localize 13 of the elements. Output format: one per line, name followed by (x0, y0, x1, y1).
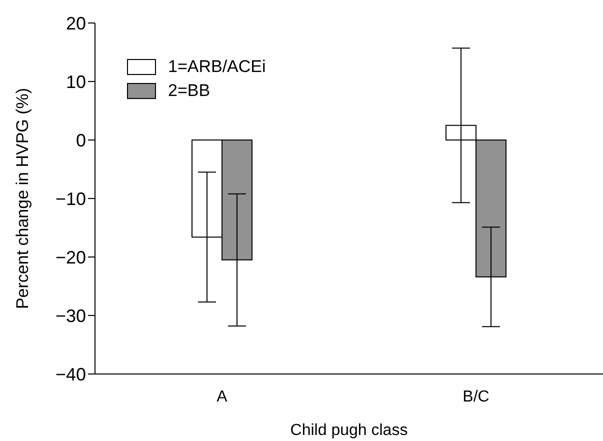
legend-label: 1=ARB/ACEi (168, 56, 266, 78)
x-axis-title: Child pugh class (290, 422, 408, 439)
y-tick-label: −10 (55, 188, 86, 209)
y-tick-label: −30 (55, 306, 86, 326)
y-tick-label: 0 (76, 130, 86, 150)
y-tick-label: 10 (66, 72, 86, 92)
y-tick-label: 20 (66, 13, 86, 34)
y-tick-label: −40 (55, 364, 86, 384)
x-tick-label: A (216, 388, 228, 406)
y-axis-title: Percent change in HVPG (%) (13, 88, 32, 310)
x-tick-label: B/C (462, 388, 490, 406)
legend-label: 2=BB (168, 80, 210, 102)
y-tick-label: −20 (55, 247, 86, 268)
